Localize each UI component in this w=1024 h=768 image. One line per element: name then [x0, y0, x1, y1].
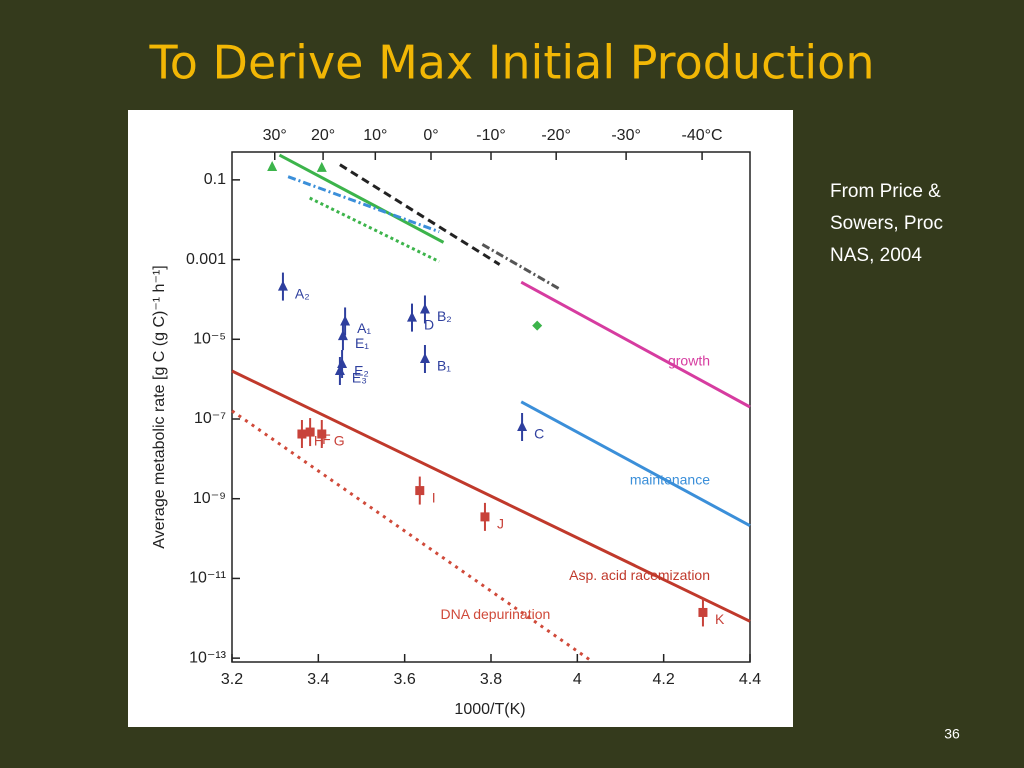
point-label: K: [715, 611, 725, 627]
series-line: [231, 369, 751, 623]
series-label: DNA depurination: [441, 606, 551, 622]
series-line: [520, 400, 751, 528]
point-label: G: [334, 433, 345, 449]
point-label: C: [534, 426, 544, 442]
x2-tick-label: -40°C: [682, 127, 723, 144]
note-line: NAS, 2004: [830, 245, 922, 266]
y-tick-label: 10⁻⁵: [193, 331, 226, 348]
x2-tick-label: 0°: [423, 127, 438, 144]
x-tick-label: 4.2: [653, 671, 675, 688]
point-marker: [316, 161, 327, 172]
point-label: A₁: [357, 320, 371, 336]
trend-line: [309, 196, 440, 263]
x2-tick-label: 10°: [363, 127, 387, 144]
point-label: H: [314, 433, 324, 449]
y-tick-label: 10⁻⁷: [194, 410, 226, 427]
x2-tick-label: 30°: [263, 127, 287, 144]
x-tick-label: 4: [573, 671, 582, 688]
series-label: growth: [668, 353, 710, 369]
x-tick-label: 3.4: [307, 671, 329, 688]
x2-tick-label: -20°: [541, 127, 571, 144]
point-label: E₂: [354, 363, 369, 379]
y-tick-label: 10⁻¹¹: [189, 570, 226, 587]
series-label: Asp. acid racemization: [569, 567, 710, 583]
point-label: E₁: [355, 335, 369, 351]
point-label: A₂: [295, 285, 310, 301]
point-label: I: [432, 489, 436, 505]
x2-tick-label: -10°: [476, 127, 506, 144]
slide-title: To Derive Max Initial Production: [149, 36, 875, 90]
trend-line: [481, 243, 561, 291]
note-line: From Price &: [830, 181, 941, 202]
y-tick-label: 0.001: [186, 251, 226, 268]
point-marker: [267, 161, 278, 172]
x-tick-label: 3.2: [221, 671, 243, 688]
y-tick-label: 10⁻⁹: [193, 490, 226, 507]
x2-tick-label: 20°: [311, 127, 335, 144]
x-axis-label: 1000/T(K): [454, 701, 525, 718]
series-line: [520, 280, 751, 409]
series-line: [231, 409, 592, 662]
y-tick-label: 10⁻¹³: [189, 649, 227, 666]
figure-background: [128, 110, 793, 727]
x-tick-label: 4.4: [739, 671, 761, 688]
y-axis-label: Average metabolic rate [g C (g C)⁻¹ h⁻¹]: [151, 265, 168, 548]
point-label: F: [322, 431, 331, 447]
series-label: maintenance: [630, 471, 710, 487]
point-label: D: [424, 316, 434, 332]
trend-line: [339, 163, 501, 266]
point-label: E₃: [352, 370, 367, 386]
trend-line: [287, 175, 440, 234]
note-line: Sowers, Proc: [830, 213, 943, 234]
point-label: J: [497, 516, 504, 532]
point-marker: [532, 320, 543, 331]
trend-line: [278, 153, 445, 244]
point-label: B₁: [437, 358, 451, 374]
slide-number: 36: [944, 726, 960, 742]
x-tick-label: 3.8: [480, 671, 502, 688]
x2-tick-label: -30°: [611, 127, 641, 144]
point-label: B₂: [437, 308, 452, 324]
y-tick-label: 0.1: [204, 171, 226, 188]
x-tick-label: 3.6: [394, 671, 416, 688]
